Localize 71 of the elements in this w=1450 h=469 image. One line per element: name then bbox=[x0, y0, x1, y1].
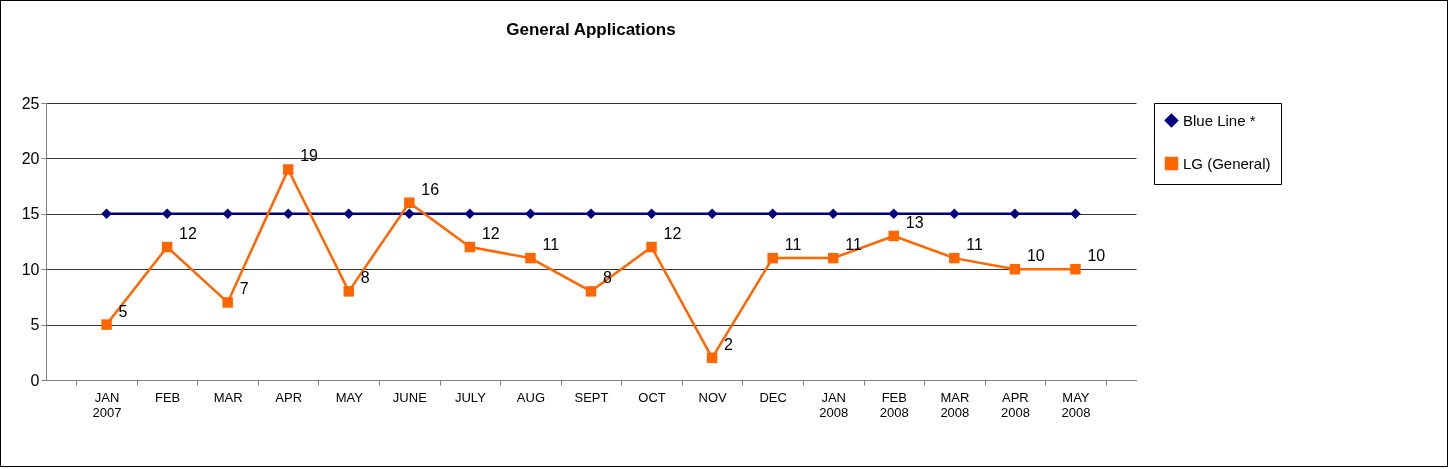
x-tick-label: FEB 2008 bbox=[879, 389, 909, 420]
point bbox=[101, 319, 112, 330]
x-tick-label: MAR bbox=[213, 389, 243, 405]
data-label: 7 bbox=[239, 280, 249, 298]
point bbox=[222, 297, 233, 308]
x-tick-label: NOV bbox=[698, 389, 728, 405]
point bbox=[161, 241, 173, 253]
x-tick-label: FEB bbox=[154, 389, 181, 405]
x-tick-label: MAY 2008 bbox=[1061, 389, 1091, 420]
chart-title: General Applications bbox=[506, 20, 676, 39]
y-tick-label: 15 bbox=[21, 205, 40, 223]
point bbox=[646, 241, 657, 253]
point bbox=[525, 252, 536, 264]
x-tick-label: JAN 2008 bbox=[819, 389, 849, 420]
point bbox=[949, 208, 960, 220]
data-label: 5 bbox=[118, 302, 128, 320]
point bbox=[404, 208, 415, 220]
point bbox=[827, 252, 839, 264]
y-tick-label: 10 bbox=[21, 260, 40, 278]
point bbox=[1009, 263, 1021, 275]
point bbox=[1009, 208, 1021, 220]
point bbox=[161, 208, 173, 220]
data-label: 12 bbox=[481, 225, 500, 243]
data-label: 10 bbox=[1026, 247, 1045, 265]
x-tick-label: AUG bbox=[516, 389, 546, 405]
point bbox=[646, 208, 657, 220]
point bbox=[706, 352, 718, 364]
point bbox=[282, 164, 294, 175]
data-label: 2 bbox=[724, 335, 734, 353]
point bbox=[1070, 208, 1081, 220]
x-tick-label: APR bbox=[275, 389, 303, 405]
data-label: 11 bbox=[845, 236, 862, 254]
x-tick-label: JUNE bbox=[392, 389, 428, 405]
x-tick-label: OCT bbox=[638, 389, 666, 405]
point bbox=[525, 208, 536, 220]
y-tick-label: 20 bbox=[21, 149, 40, 167]
y-tick-label: 5 bbox=[30, 316, 40, 334]
data-label: 11 bbox=[784, 236, 802, 254]
point bbox=[888, 230, 900, 242]
data-label: 8 bbox=[360, 269, 370, 287]
point bbox=[1070, 263, 1081, 275]
point bbox=[767, 252, 778, 264]
x-tick-label: SEPT bbox=[574, 389, 609, 405]
point bbox=[767, 208, 778, 220]
data-label: 11 bbox=[542, 236, 560, 254]
point bbox=[585, 286, 597, 297]
point bbox=[706, 208, 718, 220]
point bbox=[464, 208, 476, 220]
data-label: 11 bbox=[966, 236, 984, 254]
data-label: 13 bbox=[905, 213, 924, 231]
point bbox=[585, 208, 597, 220]
point bbox=[404, 197, 415, 208]
x-tick-label: DEC bbox=[759, 389, 787, 405]
x-tick-label: APR 2008 bbox=[1000, 389, 1030, 420]
point bbox=[464, 241, 476, 253]
legend-label: Blue Line * bbox=[1183, 111, 1256, 129]
y-tick-label: 0 bbox=[30, 371, 40, 389]
data-label: 12 bbox=[179, 225, 198, 243]
data-label: 16 bbox=[421, 180, 440, 198]
x-tick-label: JAN 2007 bbox=[92, 389, 122, 420]
x-tick-label: MAR 2008 bbox=[940, 389, 970, 420]
legend-label: LG (General) bbox=[1183, 154, 1271, 172]
point bbox=[222, 208, 233, 220]
x-tick-label: MAY bbox=[335, 389, 364, 405]
point bbox=[101, 208, 112, 220]
data-label: 12 bbox=[663, 225, 682, 243]
y-tick-label: 25 bbox=[21, 94, 40, 112]
point bbox=[343, 286, 355, 297]
data-label: 10 bbox=[1087, 247, 1106, 265]
point bbox=[949, 252, 960, 264]
x-tick-label: JULY bbox=[454, 389, 487, 405]
